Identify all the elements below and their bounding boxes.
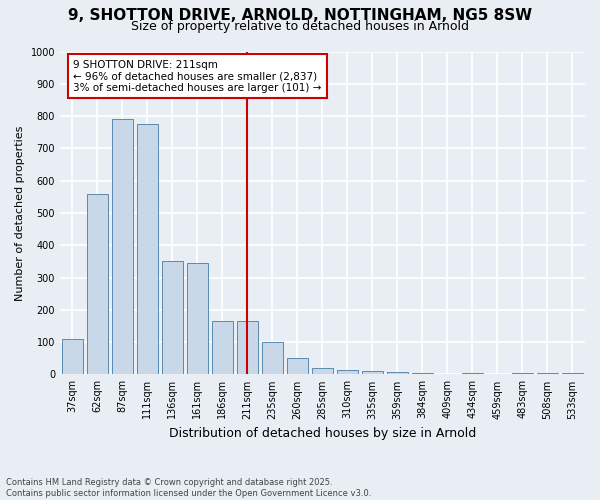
Bar — [187, 263, 208, 374]
Bar — [362, 371, 383, 374]
Bar — [462, 373, 483, 374]
Bar — [212, 321, 233, 374]
Bar — [262, 342, 283, 374]
Bar — [112, 120, 133, 374]
Bar — [337, 370, 358, 374]
Bar — [87, 194, 108, 374]
Text: 9 SHOTTON DRIVE: 211sqm
← 96% of detached houses are smaller (2,837)
3% of semi-: 9 SHOTTON DRIVE: 211sqm ← 96% of detache… — [73, 60, 322, 93]
Bar — [512, 373, 533, 374]
Bar — [162, 262, 183, 374]
Bar — [312, 368, 333, 374]
Bar — [62, 339, 83, 374]
Bar — [537, 373, 558, 374]
Bar — [387, 372, 408, 374]
X-axis label: Distribution of detached houses by size in Arnold: Distribution of detached houses by size … — [169, 427, 476, 440]
Bar — [287, 358, 308, 374]
Bar — [137, 124, 158, 374]
Text: Size of property relative to detached houses in Arnold: Size of property relative to detached ho… — [131, 20, 469, 33]
Text: 9, SHOTTON DRIVE, ARNOLD, NOTTINGHAM, NG5 8SW: 9, SHOTTON DRIVE, ARNOLD, NOTTINGHAM, NG… — [68, 8, 532, 22]
Y-axis label: Number of detached properties: Number of detached properties — [15, 126, 25, 300]
Text: Contains HM Land Registry data © Crown copyright and database right 2025.
Contai: Contains HM Land Registry data © Crown c… — [6, 478, 371, 498]
Bar — [237, 321, 258, 374]
Bar — [412, 373, 433, 374]
Bar — [562, 373, 583, 374]
